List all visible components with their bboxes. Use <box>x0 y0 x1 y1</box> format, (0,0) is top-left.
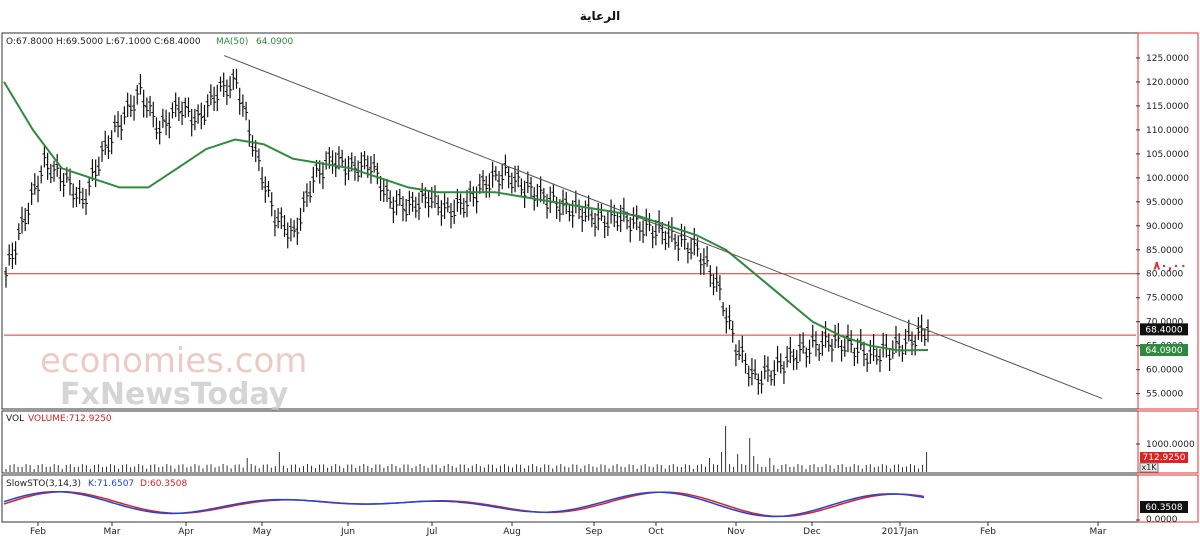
price-axis-frame <box>1137 32 1199 410</box>
vol-badge <box>1140 452 1188 463</box>
sto-d: D:60.3508 <box>140 479 187 489</box>
y-tick-label: 105.0000 <box>1146 150 1189 160</box>
volume-axis-frame <box>1137 410 1199 474</box>
price-badge <box>1140 323 1188 336</box>
ma-badge-text: 64.0900 <box>1145 346 1182 356</box>
x-tick-label: Dec <box>803 527 820 537</box>
x-tick-label: Sep <box>586 527 603 537</box>
vol-scale-box <box>1139 462 1159 473</box>
trendline-layer <box>223 55 1103 399</box>
y-tick-label: 90.0000 <box>1146 222 1183 232</box>
vol-tick-label: 1000.0000 <box>1146 440 1195 450</box>
x-tick-label: Mar <box>104 527 121 537</box>
sto-tick-label: 0.0000 <box>1146 515 1178 525</box>
y-tick-label: 95.0000 <box>1146 198 1183 208</box>
ma-series <box>3 81 929 352</box>
y-tick-label: 115.0000 <box>1146 102 1189 112</box>
vol-value: VOLUME:712.9250 <box>28 414 112 424</box>
y-tick-label: 125.0000 <box>1146 54 1189 64</box>
x-tick-label: Mar <box>1090 527 1107 537</box>
levels-layer: ٨٠,٠٠٦٧,٢٠ <box>4 259 1187 336</box>
sto-k-line <box>3 490 925 518</box>
y-tick-label: 110.0000 <box>1146 126 1189 136</box>
sto-badge <box>1140 501 1188 513</box>
y-tick-label: 70.0000 <box>1146 318 1183 328</box>
stochastic-lines: 0.0000 60.3508 <box>3 490 1188 525</box>
sto-k: K:71.6507 <box>88 479 134 489</box>
y-tick-label: 80.0000 <box>1146 270 1183 280</box>
x-tick-label: Feb <box>30 527 46 537</box>
x-tick-label: Jun <box>340 527 355 537</box>
x-tick-label: May <box>253 527 272 537</box>
vol-title: VOL <box>6 414 24 424</box>
sto-badge-text: 60.3508 <box>1145 503 1182 513</box>
ma50-line <box>3 81 929 352</box>
price-badge-text: 68.4000 <box>1145 325 1182 335</box>
sto-d-line <box>3 491 925 518</box>
x-tick-label: 2017Jan <box>882 527 919 537</box>
chart-title: الرعاية <box>580 9 621 23</box>
volume-panel <box>1 410 1139 474</box>
y-tick-label: 60.0000 <box>1146 366 1183 376</box>
y-axis-ticks: 125.0000 120.0000 115.0000 110.0000 105.0000… <box>1136 54 1189 400</box>
ma-value: 64.0900 <box>256 37 293 47</box>
x-tick-label: Feb <box>980 527 996 537</box>
y-tick-label: 120.0000 <box>1146 78 1189 88</box>
x-tick-label: Nov <box>727 527 745 537</box>
y-tick-label: 75.0000 <box>1146 294 1183 304</box>
x-axis-ticks: Feb Mar Apr May Jun Jul Aug Sep Oct Nov Dec 2017Jan… <box>30 522 1107 537</box>
x-tick-label: Jul <box>426 527 438 537</box>
ohlc-label: O:67.8000 H:69.5000 L:67.1000 C:68.4000 <box>6 37 201 47</box>
x-tick-label: Apr <box>178 527 194 537</box>
price-series <box>4 68 930 395</box>
watermark-top: economies.com <box>40 341 307 381</box>
y-tick-label: 100.0000 <box>1146 174 1189 184</box>
y-tick-label: 85.0000 <box>1146 246 1183 256</box>
ma-badge <box>1140 344 1188 357</box>
x-tick-label: Aug <box>503 527 521 537</box>
stochastic-axis-frame <box>1137 474 1199 523</box>
x-tick-label: Oct <box>648 527 664 537</box>
y-tick-label: 55.0000 <box>1146 390 1183 400</box>
vol-badge-text: 712.9250 <box>1143 453 1186 463</box>
ma-label: MA(50) <box>216 37 248 47</box>
trendline <box>223 55 1103 399</box>
sto-title: SlowSTO(3,14,3) <box>6 479 81 489</box>
vol-scale-text: x1K <box>1141 463 1157 472</box>
price-badges: 68.4000 64.0900 <box>1140 323 1188 357</box>
watermark-bottom: FxNewsToday <box>60 377 289 412</box>
level-label: ٨٠,٠٠ <box>1153 259 1187 273</box>
